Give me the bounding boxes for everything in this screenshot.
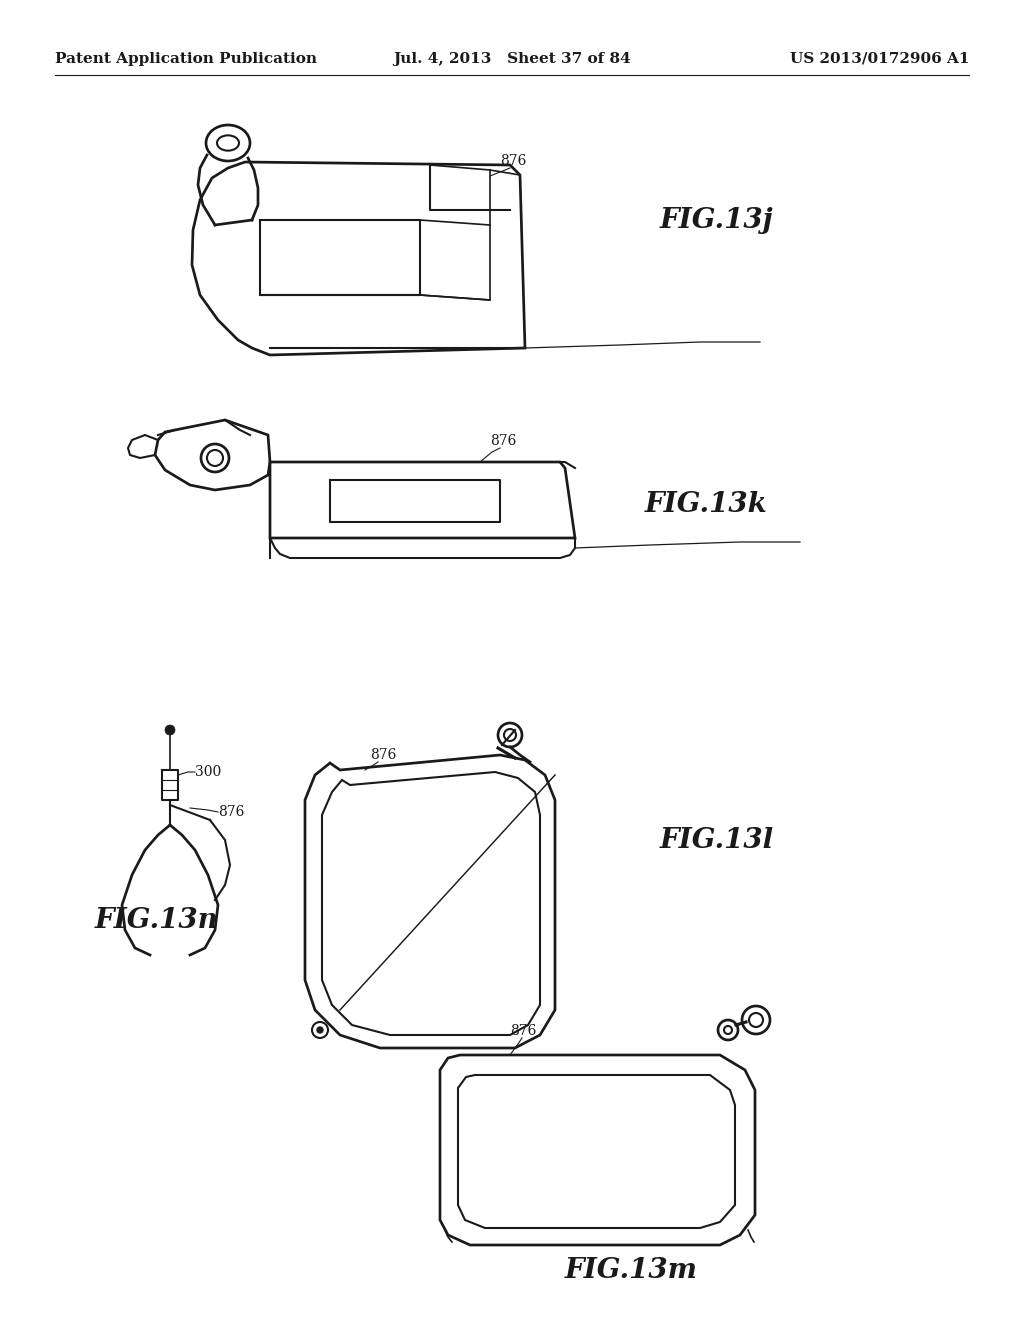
- Text: FIG.13n: FIG.13n: [95, 907, 219, 933]
- Text: 876: 876: [510, 1024, 537, 1038]
- Text: US 2013/0172906 A1: US 2013/0172906 A1: [790, 51, 969, 66]
- Text: FIG.13j: FIG.13j: [660, 206, 773, 234]
- Circle shape: [317, 1027, 323, 1034]
- Text: Jul. 4, 2013   Sheet 37 of 84: Jul. 4, 2013 Sheet 37 of 84: [393, 51, 631, 66]
- Text: FIG.13l: FIG.13l: [660, 826, 774, 854]
- Text: Patent Application Publication: Patent Application Publication: [55, 51, 317, 66]
- Text: 300: 300: [195, 766, 221, 779]
- Text: 876: 876: [370, 748, 396, 762]
- Text: FIG.13m: FIG.13m: [565, 1257, 698, 1283]
- Text: 876: 876: [490, 434, 516, 447]
- Text: 876: 876: [500, 154, 526, 168]
- Text: FIG.13k: FIG.13k: [645, 491, 768, 519]
- Text: 876: 876: [218, 805, 245, 818]
- Circle shape: [165, 725, 175, 735]
